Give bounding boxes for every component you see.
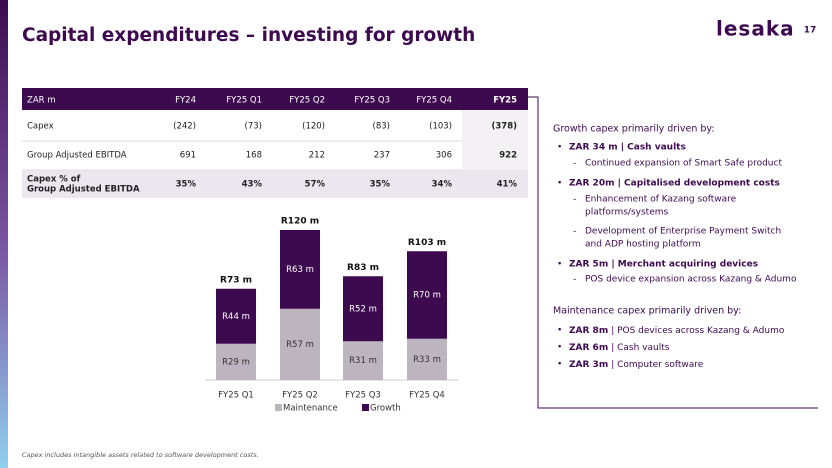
side-strip: [0, 0, 8, 468]
footnote: Capex includes intangible assets related…: [22, 451, 259, 459]
item-bold: ZAR 6m: [569, 343, 608, 353]
panel-item: ZAR 5m | Merchant acquiring devices: [569, 260, 758, 270]
segment-label: R70 m: [413, 291, 441, 301]
dash: -: [573, 159, 576, 169]
total-label: R103 m: [408, 238, 446, 248]
panel-subitem: and ADP hosting platform: [585, 240, 701, 250]
x-tick-label: FY25 Q4: [409, 391, 445, 401]
bar-segment: [280, 308, 320, 380]
table-cell: (120): [302, 122, 325, 132]
bullet: •: [557, 360, 562, 370]
item-text: | Cash vaults: [611, 343, 670, 353]
segment-label: R33 m: [413, 355, 441, 365]
total-label: R73 m: [220, 275, 252, 285]
segment-label: R31 m: [349, 356, 377, 366]
table-cell: (242): [173, 122, 196, 132]
table-cell: 237: [374, 151, 390, 161]
x-tick-label: FY25 Q2: [282, 391, 318, 401]
table-cell: 691: [180, 151, 196, 161]
table-cell: 306: [436, 151, 452, 161]
bullet: •: [557, 260, 562, 270]
bar-segment: [216, 343, 256, 380]
table-header-cell: FY25 Q3: [354, 96, 390, 106]
panel-bracket: [528, 96, 818, 409]
panel-subitem: platforms/systems: [585, 208, 668, 218]
segment-label: R57 m: [286, 340, 314, 350]
table-cell: 212: [309, 151, 325, 161]
table-cell: Capex: [27, 122, 54, 132]
legend-swatch: [275, 404, 282, 411]
page-number: 17: [804, 26, 817, 36]
legend-label: Maintenance: [283, 404, 338, 414]
table-cell: 168: [246, 151, 262, 161]
table-header-cell: ZAR m: [27, 96, 56, 106]
panel-item: ZAR 8m | POS devices across Kazang & Adum…: [569, 326, 785, 336]
panel-subitem: Continued expansion of Smart Safe produc…: [585, 159, 782, 169]
panel-heading: Maintenance capex primarily driven by:: [553, 306, 741, 317]
panel-subitem: Enhancement of Kazang software: [585, 195, 737, 205]
table-cell: (83): [373, 122, 390, 132]
item-text: | POS devices across Kazang & Adumo: [611, 326, 785, 336]
total-label: R120 m: [281, 217, 319, 227]
x-tick-label: FY25 Q1: [218, 391, 254, 401]
table-header-cell: FY25 Q1: [226, 96, 262, 106]
bar-segment: [343, 276, 383, 342]
table-header-cell: FY25 Q4: [416, 96, 452, 106]
segment-label: R52 m: [349, 304, 377, 314]
panel-item: ZAR 34 m | Cash vaults: [569, 143, 686, 153]
table-cell: 922: [499, 151, 517, 161]
dash: -: [573, 195, 576, 205]
logo: lesaka: [716, 17, 795, 41]
bar-segment: [407, 251, 447, 339]
dash: -: [573, 275, 576, 285]
x-tick-label: FY25 Q3: [345, 391, 381, 401]
panel-item: ZAR 20m | Capitalised development costs: [569, 179, 780, 189]
table-cell: Group Adjusted EBITDA: [27, 185, 140, 195]
table-cell: 41%: [497, 180, 518, 190]
title: Capital expenditures – investing for gro…: [22, 25, 475, 46]
table-header-bg: [22, 88, 528, 110]
table-cell: (103): [429, 122, 452, 132]
table-cell: 57%: [305, 180, 326, 190]
table-header-cell: FY24: [175, 96, 196, 106]
table-cell: Capex % of: [27, 175, 81, 185]
panel-subitem: POS device expansion across Kazang & Adu…: [585, 275, 797, 285]
total-label: R83 m: [347, 263, 379, 273]
dash: -: [573, 227, 576, 237]
fy25-column-bg: [462, 110, 528, 170]
bullet: •: [557, 326, 562, 336]
bar-segment: [343, 341, 383, 380]
panel-subitem: Development of Enterprise Payment Switch: [585, 227, 781, 237]
legend-swatch: [362, 404, 369, 411]
table-cell: 43%: [242, 180, 263, 190]
bar-segment: [280, 230, 320, 309]
segment-label: R44 m: [222, 312, 250, 322]
bullet: •: [557, 343, 562, 353]
bar-segment: [407, 338, 447, 380]
table-cell: 35%: [176, 180, 197, 190]
panel-heading: Growth capex primarily driven by:: [553, 124, 715, 135]
bullet: •: [557, 143, 562, 153]
segment-label: R63 m: [286, 265, 314, 275]
item-bold: ZAR 3m: [569, 360, 608, 370]
table-row-highlight: [22, 170, 528, 198]
segment-label: R29 m: [222, 357, 250, 367]
table-cell: Group Adjusted EBITDA: [27, 151, 127, 161]
table-header-cell: FY25 Q2: [289, 96, 325, 106]
table-cell: 34%: [432, 180, 453, 190]
bar-segment: [216, 288, 256, 344]
legend-label: Growth: [370, 404, 401, 414]
table-header-cell: FY25: [493, 96, 517, 106]
panel-item: ZAR 3m | Computer software: [569, 360, 704, 370]
item-text: | Computer software: [611, 360, 704, 370]
item-bold: ZAR 8m: [569, 326, 608, 336]
table-cell: (378): [491, 122, 517, 132]
table-cell: (73): [245, 122, 262, 132]
table-cell: 35%: [370, 180, 391, 190]
panel-item: ZAR 6m | Cash vaults: [569, 343, 670, 353]
bullet: •: [557, 179, 562, 189]
